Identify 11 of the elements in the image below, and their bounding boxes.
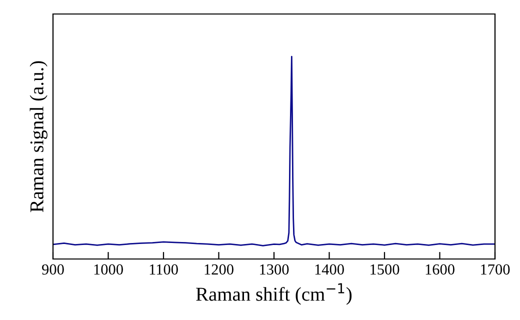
x-tick-label: 1000 <box>94 264 123 275</box>
y-axis-title: Raman signal (a.u.) <box>30 61 48 212</box>
x-tick-label: 1200 <box>204 264 234 275</box>
x-tick-label: 1700 <box>481 264 510 275</box>
x-tick-label: 900 <box>42 264 64 275</box>
x-tick-label: 1500 <box>370 264 400 275</box>
x-axis-title: Raman shift (cm$^{−1}$) <box>196 283 352 305</box>
x-tick-label: 1300 <box>260 264 289 275</box>
x-tick-label: 1600 <box>426 264 454 275</box>
x-tick-label: 1100 <box>150 264 178 275</box>
x-tick-label: 1400 <box>315 264 344 275</box>
